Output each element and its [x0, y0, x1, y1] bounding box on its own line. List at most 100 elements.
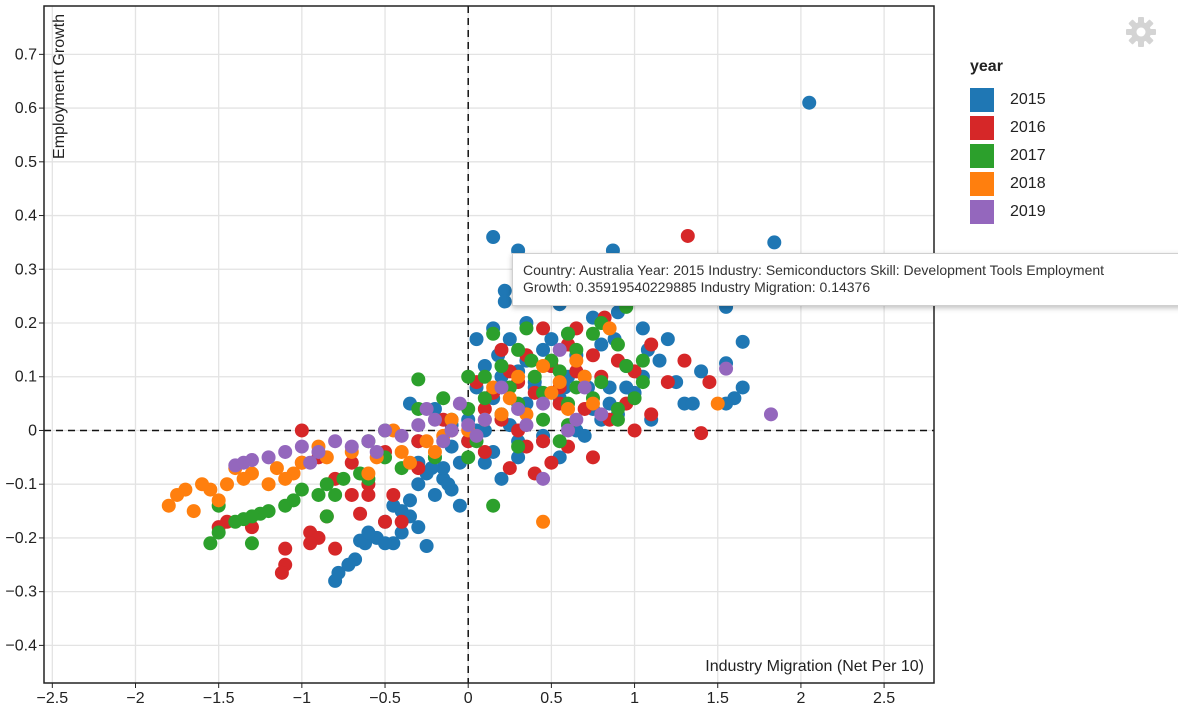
data-point[interactable]: [361, 525, 376, 540]
data-point[interactable]: [644, 407, 659, 422]
data-point[interactable]: [610, 412, 625, 427]
data-point[interactable]: [378, 514, 393, 529]
data-point[interactable]: [411, 372, 426, 387]
data-point[interactable]: [361, 466, 376, 481]
data-point[interactable]: [424, 461, 439, 476]
data-point[interactable]: [635, 375, 650, 390]
data-point[interactable]: [486, 326, 501, 341]
data-point[interactable]: [461, 450, 476, 465]
data-point[interactable]: [211, 493, 226, 508]
data-point[interactable]: [336, 471, 351, 486]
data-point[interactable]: [344, 455, 359, 470]
data-point[interactable]: [497, 283, 512, 298]
legend-item-2016[interactable]: 2016: [970, 114, 1046, 142]
data-point[interactable]: [219, 477, 234, 492]
data-point[interactable]: [236, 455, 251, 470]
legend-item-2015[interactable]: 2015: [970, 86, 1046, 114]
data-point[interactable]: [763, 407, 778, 422]
data-point[interactable]: [436, 461, 451, 476]
data-point[interactable]: [341, 557, 356, 572]
data-point[interactable]: [497, 294, 512, 309]
legend-item-2019[interactable]: 2019: [970, 198, 1046, 226]
data-point[interactable]: [511, 342, 526, 357]
data-point[interactable]: [278, 498, 293, 513]
data-point[interactable]: [536, 434, 551, 449]
data-point[interactable]: [344, 439, 359, 454]
data-point[interactable]: [561, 423, 576, 438]
data-point[interactable]: [735, 334, 750, 349]
data-point[interactable]: [278, 444, 293, 459]
data-point[interactable]: [461, 369, 476, 384]
data-point[interactable]: [536, 412, 551, 427]
data-point[interactable]: [536, 342, 551, 357]
data-point[interactable]: [594, 407, 609, 422]
data-point[interactable]: [552, 434, 567, 449]
data-point[interactable]: [419, 538, 434, 553]
data-point[interactable]: [702, 375, 717, 390]
data-point[interactable]: [494, 471, 509, 486]
data-point[interactable]: [585, 396, 600, 411]
data-point[interactable]: [328, 573, 343, 588]
data-point[interactable]: [427, 444, 442, 459]
data-point[interactable]: [411, 520, 426, 535]
data-point[interactable]: [527, 369, 542, 384]
data-point[interactable]: [444, 412, 459, 427]
data-point[interactable]: [477, 455, 492, 470]
data-point[interactable]: [802, 95, 817, 110]
data-point[interactable]: [294, 482, 309, 497]
data-point[interactable]: [610, 401, 625, 416]
data-point[interactable]: [378, 423, 393, 438]
data-point[interactable]: [427, 487, 442, 502]
data-point[interactable]: [694, 426, 709, 441]
data-point[interactable]: [195, 477, 210, 492]
data-point[interactable]: [610, 337, 625, 352]
data-point[interactable]: [602, 321, 617, 336]
data-point[interactable]: [303, 455, 318, 470]
data-point[interactable]: [394, 525, 409, 540]
data-point[interactable]: [767, 235, 782, 250]
data-point[interactable]: [378, 536, 393, 551]
data-point[interactable]: [203, 536, 218, 551]
data-point[interactable]: [269, 461, 284, 476]
data-point[interactable]: [735, 380, 750, 395]
data-point[interactable]: [694, 364, 709, 379]
data-point[interactable]: [544, 385, 559, 400]
data-point[interactable]: [627, 423, 642, 438]
data-point[interactable]: [536, 358, 551, 373]
data-point[interactable]: [477, 444, 492, 459]
data-point[interactable]: [552, 364, 567, 379]
data-point[interactable]: [536, 471, 551, 486]
data-point[interactable]: [524, 353, 539, 368]
data-point[interactable]: [452, 396, 467, 411]
data-point[interactable]: [494, 342, 509, 357]
data-point[interactable]: [577, 428, 592, 443]
data-point[interactable]: [486, 498, 501, 513]
data-point[interactable]: [577, 380, 592, 395]
data-point[interactable]: [211, 525, 226, 540]
data-point[interactable]: [244, 536, 259, 551]
data-point[interactable]: [511, 439, 526, 454]
data-point[interactable]: [585, 450, 600, 465]
data-point[interactable]: [644, 337, 659, 352]
data-point[interactable]: [502, 332, 517, 347]
data-point[interactable]: [436, 391, 451, 406]
data-point[interactable]: [561, 401, 576, 416]
data-point[interactable]: [652, 353, 667, 368]
data-point[interactable]: [544, 332, 559, 347]
data-point[interactable]: [511, 369, 526, 384]
data-point[interactable]: [328, 487, 343, 502]
data-point[interactable]: [353, 506, 368, 521]
data-point[interactable]: [427, 412, 442, 427]
data-point[interactable]: [494, 407, 509, 422]
data-point[interactable]: [294, 423, 309, 438]
data-point[interactable]: [536, 514, 551, 529]
data-point[interactable]: [186, 504, 201, 519]
data-point[interactable]: [477, 401, 492, 416]
legend-item-2018[interactable]: 2018: [970, 170, 1046, 198]
data-point[interactable]: [585, 348, 600, 363]
data-point[interactable]: [228, 514, 243, 529]
data-point[interactable]: [278, 541, 293, 556]
data-point[interactable]: [394, 444, 409, 459]
data-point[interactable]: [170, 487, 185, 502]
data-point[interactable]: [677, 353, 692, 368]
